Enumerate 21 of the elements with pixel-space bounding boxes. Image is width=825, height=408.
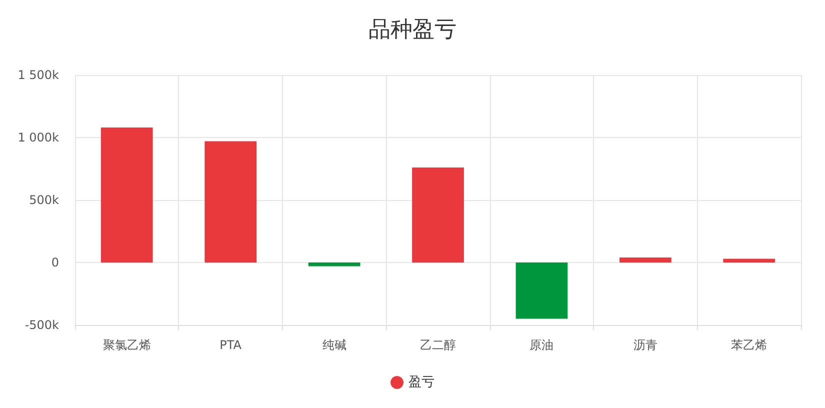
x-tick-label: PTA <box>220 338 242 352</box>
chart-title: 品种盈亏 <box>368 18 456 42</box>
x-tick-label: 聚氯乙烯 <box>102 338 151 352</box>
y-tick-label: 1 000k <box>18 130 60 144</box>
y-tick-label: 1 500k <box>18 68 60 82</box>
bar <box>204 141 256 262</box>
x-tick-label: 纯碱 <box>322 338 346 352</box>
bar <box>308 262 360 266</box>
x-tick-label: 乙二醇 <box>420 338 456 352</box>
x-tick-label: 沥青 <box>633 338 658 352</box>
y-tick-label: 500k <box>29 193 60 207</box>
bar <box>723 258 776 262</box>
y-tick-label: 0 <box>51 256 59 270</box>
bar <box>516 262 568 319</box>
bar <box>100 128 153 262</box>
bar <box>412 168 464 262</box>
x-tick-label: 苯乙烯 <box>731 338 768 352</box>
legend-label: 盈亏 <box>408 375 434 390</box>
y-tick-label: -500k <box>24 318 60 332</box>
x-tick-label: 原油 <box>530 338 554 352</box>
bar <box>620 258 672 262</box>
